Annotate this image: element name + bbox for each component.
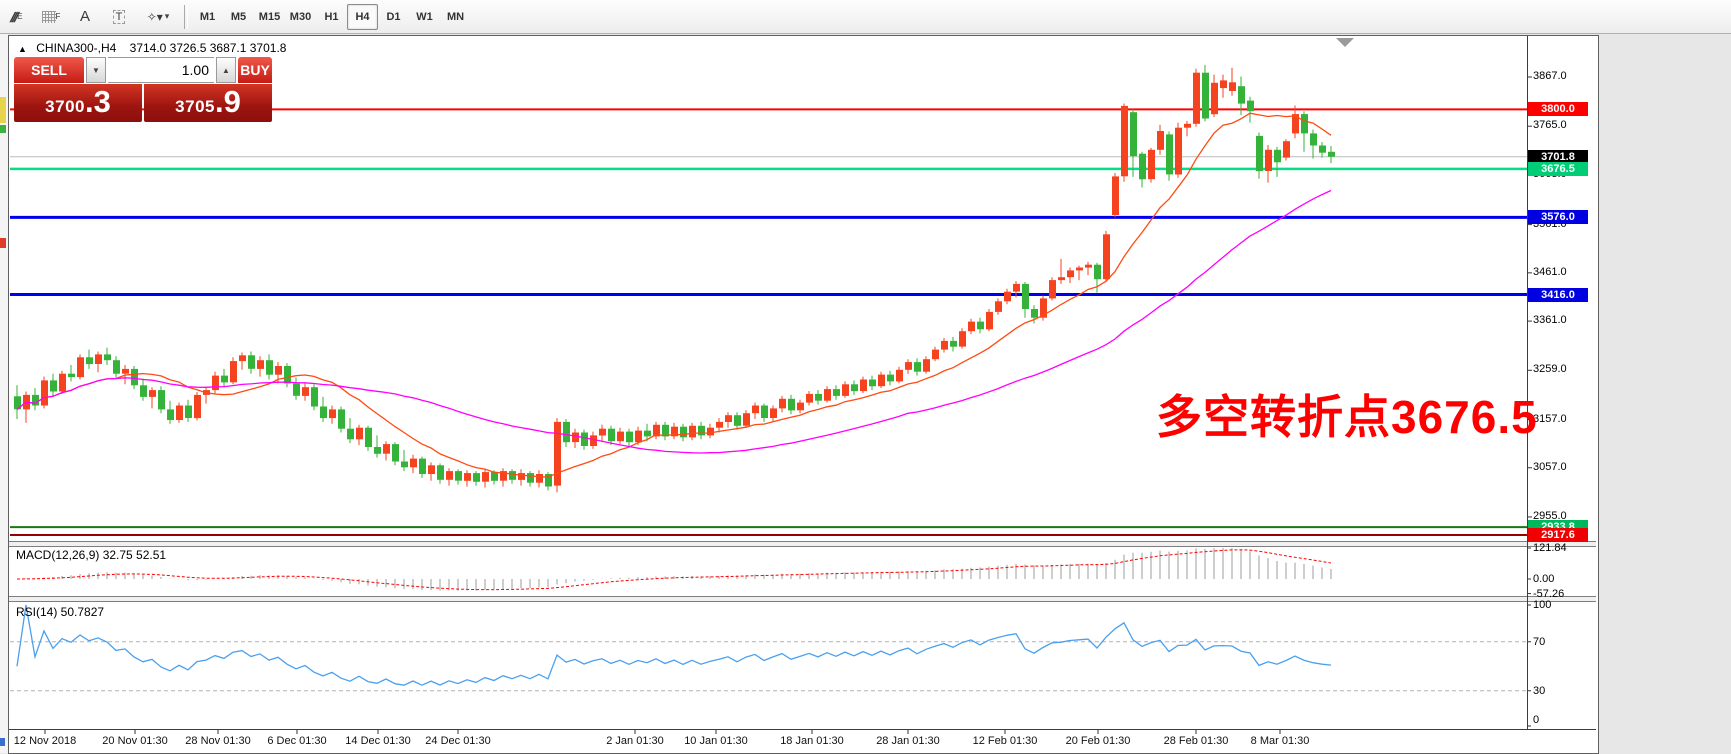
- rsi-scale-label: 100: [1533, 599, 1552, 611]
- quantity-increase-button[interactable]: ▲: [216, 57, 236, 83]
- chart-annotation-text: 多空转折点3676.5: [1156, 391, 1538, 443]
- time-axis-label: 18 Jan 01:30: [780, 735, 844, 747]
- rsi-indicator-label: RSI(14) 50.7827: [16, 605, 105, 619]
- fibonacci-button[interactable]: F: [34, 4, 68, 30]
- macd-indicator-label: MACD(12,26,9) 32.75 52.51: [16, 548, 167, 562]
- price-tick-label: 3765.0: [1533, 119, 1567, 132]
- macd-scale-label: 121.84: [1533, 541, 1567, 554]
- time-axis-label: 14 Dec 01:30: [345, 735, 411, 747]
- rsi-scale-label: 30: [1533, 684, 1546, 697]
- price-tick-label: 3259.0: [1533, 363, 1567, 376]
- sell-button[interactable]: SELL: [14, 57, 84, 83]
- text-label-button[interactable]: T: [102, 4, 136, 30]
- tf-h1[interactable]: H1: [324, 10, 339, 23]
- time-axis-label: 28 Nov 01:30: [185, 735, 251, 747]
- price-level-badge: 2917.6: [1528, 527, 1588, 542]
- time-axis-label: 24 Dec 01:30: [425, 735, 491, 747]
- price-level-badge: 3576.0: [1528, 210, 1588, 225]
- shapes-button[interactable]: ✧▾ ▾: [136, 4, 180, 30]
- time-axis-label: 28 Jan 01:30: [876, 735, 940, 747]
- tf-w1[interactable]: W1: [416, 10, 433, 23]
- time-axis-label: 8 Mar 01:30: [1250, 735, 1310, 747]
- tf-m1[interactable]: M1: [199, 10, 216, 23]
- quantity-input[interactable]: [108, 57, 214, 83]
- clipped-red-item: [0, 238, 6, 248]
- tf-m15[interactable]: M15: [258, 10, 281, 23]
- sell-price-display[interactable]: 3700 .3: [14, 84, 142, 122]
- symbol-arrow-icon: ▲: [18, 44, 27, 54]
- ohlc-values: 3714.0 3726.5 3687.1 3701.8: [129, 41, 287, 55]
- text-label-icon: T: [112, 9, 126, 24]
- time-axis-label: 28 Feb 01:30: [1163, 735, 1229, 747]
- tf-d1[interactable]: D1: [386, 10, 401, 23]
- price-tick-label: 3157.0: [1533, 412, 1567, 425]
- buy-price-display[interactable]: 3705 .9: [144, 84, 272, 122]
- rsi-pane-separator[interactable]: [9, 596, 1596, 602]
- tf-m5[interactable]: M5: [230, 10, 247, 23]
- price-tick-label: 3461.0: [1533, 265, 1567, 278]
- text-icon: A: [79, 8, 90, 25]
- time-axis-label: 20 Nov 01:30: [102, 735, 168, 747]
- chevron-down-icon: ▾: [164, 11, 170, 21]
- one-click-trading-panel: SELL ▼ ▲ BUY 3700 .3 3705 .9: [14, 57, 272, 122]
- clipped-yellow-item: [0, 97, 6, 123]
- rsi-scale-label: 0: [1533, 714, 1540, 726]
- buy-price-pips: .9: [214, 84, 241, 119]
- price-tick-label: 3361.0: [1533, 314, 1567, 327]
- rsi-scale-label: 70: [1533, 635, 1546, 648]
- time-axis-label: 12 Nov 2018: [13, 735, 77, 747]
- price-tick-label: 3867.0: [1533, 70, 1567, 82]
- price-axis-border: [1527, 36, 1528, 730]
- text-button[interactable]: A: [68, 4, 102, 30]
- macd-scale-label: 0.00: [1533, 573, 1555, 585]
- price-tick-label: 2955.0: [1533, 509, 1567, 522]
- toolbar: ///E F A T ✧▾ ▾ M1 M5 M15 M30 H1 H4 D1 W…: [0, 0, 1731, 34]
- sell-price-pips: .3: [84, 84, 111, 119]
- chart-shift-marker-icon[interactable]: [1336, 38, 1354, 47]
- shapes-icon: ✧▾: [146, 9, 163, 24]
- clipped-blue-item: [0, 738, 5, 746]
- toolbar-separator: [184, 4, 188, 29]
- quantity-decrease-button[interactable]: ▼: [86, 57, 106, 83]
- tf-m30[interactable]: M30: [289, 10, 312, 23]
- buy-button[interactable]: BUY: [238, 57, 272, 83]
- clipped-side-window: [0, 33, 8, 753]
- sell-price-main: 3700: [45, 97, 85, 116]
- price-level-badge: 3676.5: [1528, 161, 1588, 176]
- fibonacci-grid-icon: [41, 10, 56, 23]
- time-axis-label: 2 Jan 01:30: [606, 735, 664, 747]
- time-axis-border: [9, 729, 1596, 730]
- time-axis-label: 20 Feb 01:30: [1065, 735, 1131, 747]
- tf-h4[interactable]: H4: [347, 3, 378, 30]
- time-axis-label: 10 Jan 01:30: [684, 735, 748, 747]
- macd-scale-label: -57.26: [1533, 587, 1565, 600]
- symbol-period-label: CHINA300-,H4: [36, 41, 117, 55]
- price-level-badge: 3416.0: [1528, 287, 1588, 302]
- price-level-badge: 3701.8: [1528, 149, 1588, 164]
- clipped-green-item: [0, 125, 6, 133]
- tf-mn[interactable]: MN: [446, 10, 465, 23]
- buy-price-main: 3705: [175, 97, 215, 116]
- price-level-badge: 3800.0: [1528, 102, 1588, 117]
- time-axis-label: 6 Dec 01:30: [267, 735, 327, 747]
- price-tick-label: 3057.0: [1533, 460, 1567, 473]
- chart-header: ▲ CHINA300-,H4 3714.0 3726.5 3687.1 3701…: [18, 41, 286, 55]
- time-axis-label: 12 Feb 01:30: [972, 735, 1038, 747]
- macd-pane-separator[interactable]: [9, 541, 1596, 547]
- draw-channel-button[interactable]: ///E: [8, 8, 23, 25]
